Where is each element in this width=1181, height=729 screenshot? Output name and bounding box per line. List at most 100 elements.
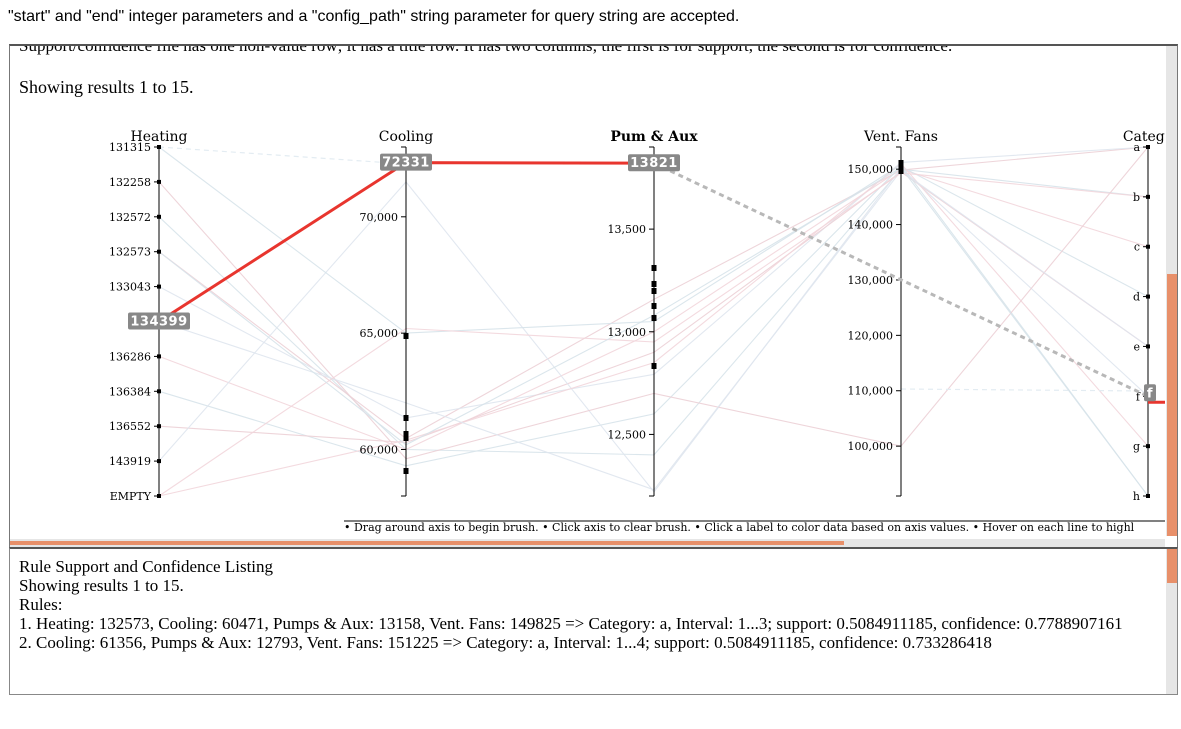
axis-tick-label: b: [1133, 191, 1140, 204]
rules-listing-pane[interactable]: Rule Support and Confidence Listing Show…: [9, 547, 1178, 695]
axis-tick-label: 70,000: [360, 211, 399, 224]
axis-tick-label: 132572: [109, 211, 151, 224]
axis-tick-label: h: [1133, 490, 1140, 503]
axis-tick-label: 136552: [109, 420, 151, 433]
axis-tick-label: 13,000: [608, 326, 647, 339]
intro-text: "start" and "end" integer parameters and…: [8, 8, 740, 25]
axis-tick-label: 65,000: [360, 327, 399, 340]
axis-tick-label: 136286: [109, 350, 151, 363]
axis-tick-dot: [1146, 244, 1150, 249]
axis-tick-dot: [1146, 444, 1150, 449]
data-point-marker: [651, 265, 657, 271]
axis-tick-label: 132573: [109, 246, 151, 259]
axis-title[interactable]: Heating: [131, 129, 188, 145]
data-point-marker: [898, 168, 904, 174]
axis-tick-dot: [157, 494, 161, 498]
axis-tick-label: 13,500: [608, 223, 647, 236]
axis-tick-label: g: [1133, 440, 1140, 453]
rule-item: 2. Cooling: 61356, Pumps & Aux: 12793, V…: [19, 633, 992, 652]
rules-label: Rules:: [19, 595, 63, 614]
value-badge-label: 13821: [630, 156, 678, 171]
axis-title[interactable]: Vent. Fans: [863, 129, 938, 145]
axis-tick-dot: [157, 424, 161, 429]
value-badge: f: [1144, 384, 1156, 402]
axis-tick-dot: [157, 354, 161, 359]
value-badge: 134399: [128, 312, 190, 330]
axis-tick-dot: [157, 179, 161, 184]
axis-tick-label: d: [1133, 291, 1140, 304]
axis-title[interactable]: Pum & Aux: [610, 129, 698, 145]
chart-usage-hint: • Drag around axis to begin brush. • Cli…: [344, 521, 1135, 534]
axis-tick-label: a: [1133, 141, 1140, 154]
rules-pane-vertical-scrollbar[interactable]: [1166, 549, 1177, 694]
axis-tick-label: 100,000: [848, 440, 894, 453]
data-point-marker: [403, 435, 409, 441]
data-point-marker: [403, 333, 409, 339]
axis-tick-label: 12,500: [608, 428, 647, 441]
listing-title: Rule Support and Confidence Listing: [19, 557, 274, 576]
value-badge-label: f: [1147, 386, 1153, 401]
axis-tick-label: 60,000: [360, 443, 399, 456]
chart-pane[interactable]: Support/confidence file has one non-valu…: [9, 44, 1178, 549]
data-point-marker: [403, 431, 409, 437]
axis-cooling: 60,000 65,000 70,000 Cooling: [360, 129, 434, 497]
axis-pumps-aux: 12,500 13,000 13,500 Pum & Aux: [608, 129, 698, 497]
value-badge-bg: [1144, 384, 1156, 402]
chart-pane-horizontal-thumb[interactable]: [10, 541, 844, 545]
highlighted-missing-segment: [653, 161, 1149, 398]
results-range-text: Showing results 1 to 15.: [19, 77, 194, 97]
axis-tick-dot: [1146, 294, 1150, 299]
axis-tick-label: 110,000: [848, 385, 894, 398]
data-point-marker: [651, 288, 657, 294]
value-badge: 72331: [380, 153, 432, 171]
support-file-note: Support/confidence file has one non-valu…: [19, 46, 952, 56]
data-point-marker: [403, 468, 409, 474]
rules-pane-vertical-thumb[interactable]: [1167, 549, 1177, 583]
dashed-data-line: [158, 146, 407, 165]
chart-pane-vertical-scrollbar[interactable]: [1166, 46, 1177, 536]
data-point-marker: [898, 164, 904, 170]
axis-tick-label: 140,000: [848, 219, 894, 232]
chart-pane-vertical-thumb[interactable]: [1167, 274, 1177, 536]
data-point-marker: [898, 160, 904, 166]
axis-tick-dot: [157, 214, 161, 219]
axis-tick-label: 120,000: [848, 329, 894, 342]
value-badge-bg: [628, 154, 680, 172]
data-point-marker: [651, 363, 657, 369]
axis-tick-label: 131315: [109, 141, 151, 154]
axis-title[interactable]: Cooling: [379, 129, 434, 145]
axis-tick-dot: [157, 459, 161, 464]
axis-tick-label: e: [1133, 340, 1140, 353]
dashed-data-line: [900, 388, 1149, 392]
axis-tick-label: f: [1136, 390, 1141, 403]
axis-tick-label: 143919: [109, 455, 151, 468]
axis-vent-fans: 100,000 110,000 120,000 130,000 140,000 150,0…: [848, 129, 938, 497]
rule-item: 1. Heating: 132573, Cooling: 60471, Pump…: [19, 614, 1123, 633]
listing-results-range: Showing results 1 to 15.: [19, 576, 184, 595]
data-point-marker: [651, 281, 657, 287]
axis-tick-label: c: [1134, 241, 1140, 254]
axis-tick-dot: [157, 389, 161, 394]
axis-tick-dot: [157, 145, 161, 149]
value-badge-label: 134399: [130, 315, 187, 330]
chart-pane-horizontal-scrollbar[interactable]: [10, 539, 1165, 548]
chart-pane-viewport: Support/confidence file has one non-valu…: [10, 46, 1165, 538]
axis-tick-label: 130,000: [848, 274, 894, 287]
axis-tick-label: EMPTY: [110, 490, 152, 503]
axis-tick-dot: [157, 249, 161, 254]
value-badge-label: 72331: [382, 156, 430, 171]
axis-tick-dot: [1146, 494, 1150, 498]
parallel-coordinates-chart[interactable]: 1313151322581325721325731330431341362861…: [10, 46, 1165, 538]
axis-tick-label: 150,000: [848, 163, 894, 176]
value-badge: 13821: [628, 154, 680, 172]
axis-tick-dot: [157, 284, 161, 289]
axis-title[interactable]: Catego: [1123, 129, 1165, 145]
axis-tick-label: 136384: [109, 385, 151, 398]
value-badge-bg: [128, 312, 190, 330]
axis-tick-label: 133043: [109, 281, 151, 294]
value-badge-bg: [380, 153, 432, 171]
rules-listing: Rule Support and Confidence Listing Show…: [19, 557, 1149, 652]
data-point-marker: [651, 315, 657, 321]
axis-tick-label: 132258: [109, 176, 151, 189]
axis-tick-dot: [1146, 194, 1150, 199]
